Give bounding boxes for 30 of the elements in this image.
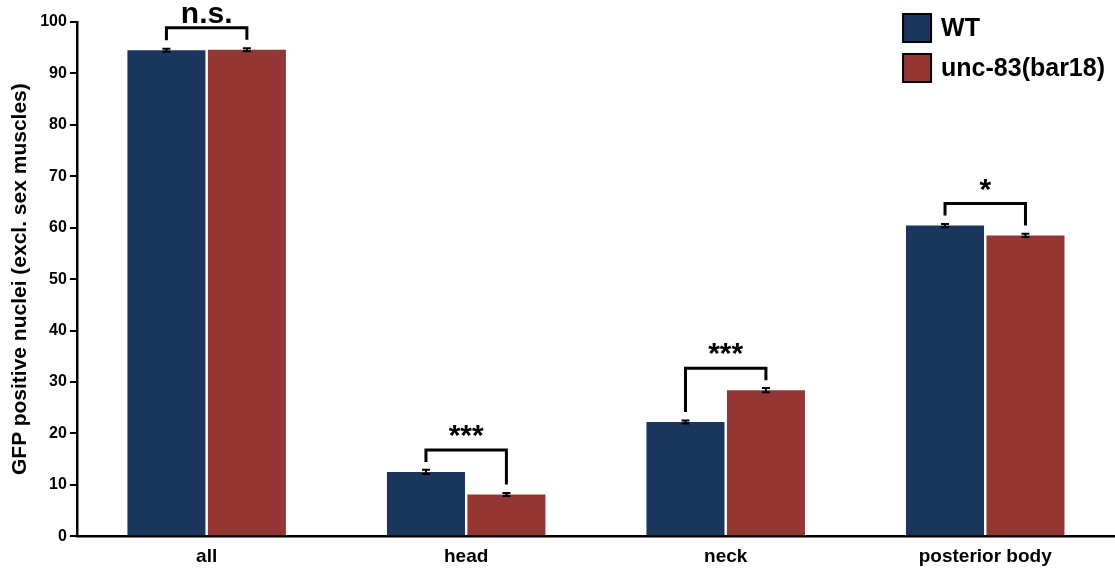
legend-label: WT (941, 12, 980, 41)
y-tick-label: 90 (49, 63, 67, 81)
annotation: *** (448, 417, 485, 451)
bar (386, 471, 465, 536)
y-tick-label: 20 (49, 423, 67, 441)
x-tick-label: posterior body (918, 544, 1053, 566)
x-tick-label: all (196, 544, 218, 566)
bar (905, 225, 985, 536)
y-tick-label: 60 (49, 218, 67, 236)
annotation: *** (708, 336, 744, 370)
y-tick-label: 100 (40, 12, 67, 30)
annotation: * (979, 171, 992, 205)
bar (726, 390, 805, 536)
y-tick-label: 10 (49, 475, 67, 493)
bar (646, 422, 725, 536)
legend-label: unc-83(bar18) (941, 52, 1106, 81)
x-tick-label: neck (704, 544, 748, 566)
bar (127, 50, 206, 536)
bar (467, 494, 546, 536)
y-tick-label: 70 (49, 166, 67, 184)
bar (207, 49, 286, 536)
y-tick-label: 30 (49, 372, 67, 390)
annotation: n.s. (180, 0, 233, 29)
y-axis-title: GFP positive nuclei (excl. sex muscles) (7, 83, 31, 475)
y-tick-label: 80 (49, 115, 67, 133)
bar (986, 235, 1065, 536)
y-tick-label: 0 (57, 526, 67, 544)
y-tick-label: 40 (49, 320, 67, 338)
y-tick-label: 50 (49, 269, 67, 287)
x-tick-label: head (444, 544, 489, 566)
